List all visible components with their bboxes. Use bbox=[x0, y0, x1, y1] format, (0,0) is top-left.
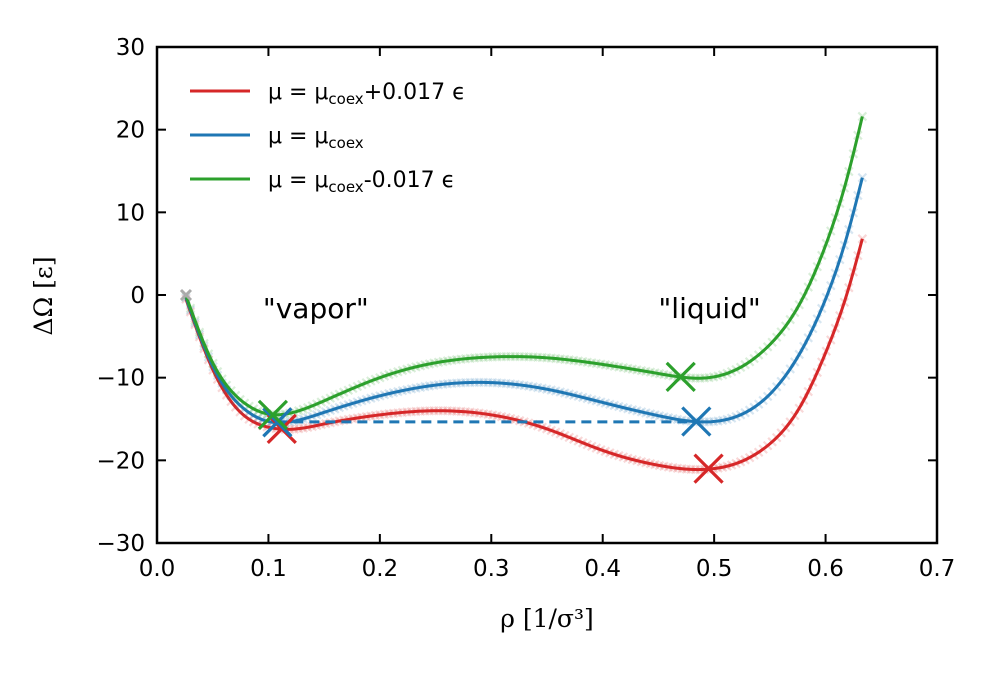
x-tick-label: 0.4 bbox=[584, 556, 621, 582]
x-tick-label: 0.2 bbox=[362, 556, 399, 582]
minimum-marker-green bbox=[257, 399, 289, 430]
x-tick-label: 0.0 bbox=[139, 556, 176, 582]
tick-layer: 0.0 0.1 0.2 0.3 0.4 0.5 0.6 0.7 30 20 10 0 −10 −20 −30 bbox=[96, 35, 955, 582]
minimum-marker-red bbox=[693, 453, 724, 484]
series-green-halo bbox=[181, 111, 868, 420]
legend-label-red: μ = μcoex+0.017 ϵ bbox=[268, 80, 466, 108]
y-tick-label: −20 bbox=[96, 448, 145, 474]
halo-point bbox=[857, 234, 868, 244]
series-green-line bbox=[184, 116, 864, 417]
x-tick-label: 0.6 bbox=[807, 556, 844, 582]
y-tick-label: −30 bbox=[96, 531, 145, 557]
x-tick-label: 0.7 bbox=[919, 556, 956, 582]
halo-point bbox=[857, 111, 868, 122]
series-blue-line bbox=[184, 177, 864, 425]
series-red-halo bbox=[181, 234, 868, 475]
x-tick-label: 0.5 bbox=[696, 556, 733, 582]
start-marker bbox=[179, 288, 193, 302]
legend: μ = μcoex+0.017 ϵ μ = μcoex μ = μcoex-0.… bbox=[190, 80, 466, 196]
minimum-marker-blue bbox=[262, 407, 293, 438]
minimum-marker-green bbox=[665, 361, 696, 392]
annotation-liquid: "liquid" bbox=[658, 292, 760, 325]
legend-label-blue: μ = μcoex bbox=[268, 124, 364, 152]
minimum-marker-blue bbox=[681, 406, 712, 437]
x-axis-label: ρ [1/σ³] bbox=[500, 604, 594, 633]
y-tick-label: 10 bbox=[116, 200, 145, 226]
marker-layer bbox=[179, 288, 724, 484]
annotation-vapor: "vapor" bbox=[263, 292, 369, 325]
y-axis-label: ΔΩ [ε] bbox=[29, 256, 58, 335]
y-tick-label: 0 bbox=[130, 283, 145, 309]
y-tick-label: 30 bbox=[116, 35, 145, 61]
y-tick-label: −10 bbox=[96, 366, 145, 392]
x-tick-label: 0.3 bbox=[473, 556, 510, 582]
x-tick-label: 0.1 bbox=[250, 556, 287, 582]
series-layer bbox=[181, 111, 868, 475]
y-tick-label: 20 bbox=[116, 118, 145, 144]
legend-label-green: μ = μcoex-0.017 ϵ bbox=[268, 168, 455, 196]
